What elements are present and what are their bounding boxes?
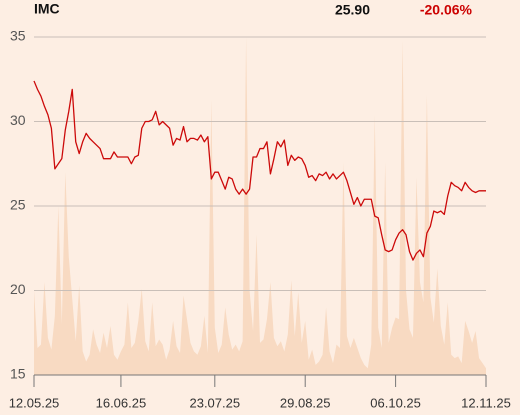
y-tick-label: 35: [10, 28, 26, 44]
last-price: 25.90: [335, 2, 370, 18]
y-tick-label: 25: [10, 197, 26, 213]
x-tick-label: 29.08.25: [280, 395, 331, 410]
line-layer: [33, 80, 486, 261]
x-tick-label: 06.10.25: [370, 395, 421, 410]
x-tick-label: 12.05.25: [9, 395, 60, 410]
price-change: -20.06%: [420, 2, 473, 18]
grid-layer: 15 20 25 30 35 12.05.25 16.06.25 23.07.25 29.08.…: [9, 28, 511, 411]
x-tick-label: 12.11.25: [461, 395, 511, 410]
y-tick-label: 30: [10, 112, 26, 128]
x-tick-label: 16.06.25: [96, 395, 147, 410]
price-line: [33, 80, 486, 261]
chart-title: IMC: [34, 1, 60, 17]
x-tick-label: 23.07.25: [189, 395, 240, 410]
y-tick-label: 15: [10, 366, 26, 382]
y-tick-label: 20: [10, 281, 26, 297]
